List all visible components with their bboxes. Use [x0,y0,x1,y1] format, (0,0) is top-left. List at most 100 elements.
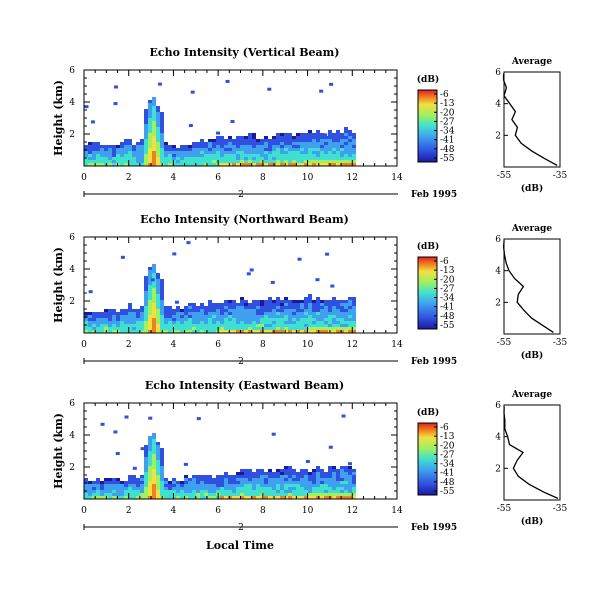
heatmap-cell [152,469,156,472]
heatmap-cell [348,157,352,160]
heatmap-cell [268,139,272,142]
heatmap-cell [260,487,264,490]
heatmap-cell [272,151,276,154]
heatmap-cell [332,303,336,306]
heatmap-cell [220,145,224,148]
heatmap-cell [148,163,152,166]
heatmap-cell [312,472,316,475]
heatmap-cell [276,154,280,157]
heatmap-cell [268,330,272,333]
heatmap-cell [176,330,180,333]
heatmap-cell [228,136,232,139]
heatmap-cell [284,163,288,166]
heatmap-cell [264,157,268,160]
heatmap-cell [276,481,280,484]
heatmap-cell [156,472,160,475]
heatmap-cell [164,315,168,318]
heatmap-speck [183,462,188,466]
heatmap-cell [292,148,296,151]
heatmap-cell [96,484,100,487]
heatmap-cell [288,309,292,312]
heatmap-cell [160,160,164,163]
heatmap-cell [308,493,312,496]
heatmap-cell [240,300,244,303]
heatmap-cell [164,481,168,484]
heatmap-cell [312,309,316,312]
heatmap-cell [280,493,284,496]
heatmap-cell [288,496,292,499]
heatmap-cell [288,466,292,469]
heatmap-cell [160,157,164,160]
heatmap-cell [124,148,128,151]
heatmap-cell [280,139,284,142]
heatmap-cell [260,303,264,306]
heatmap-cell [336,484,340,487]
heatmap-cell [268,487,272,490]
heatmap-cell [320,481,324,484]
heatmap-cell [256,487,260,490]
heatmap-cell [348,330,352,333]
heatmap-cell [216,145,220,148]
heatmap-cell [268,148,272,151]
heatmap-cell [104,478,108,481]
heatmap-cell [136,309,140,312]
heatmap-cell [228,321,232,324]
heatmap-cell [288,472,292,475]
heatmap-cell [244,321,248,324]
heatmap-cell [268,154,272,157]
heatmap-cell [264,318,268,321]
heatmap-cell [316,297,320,300]
heatmap-cell [308,151,312,154]
heatmap-cell [276,145,280,148]
heatmap-cell [148,139,152,142]
heatmap-cell [252,324,256,327]
heatmap-cell [156,151,160,154]
heatmap-cell [352,157,356,160]
heatmap-cell [328,321,332,324]
heatmap-cell [264,309,268,312]
heatmap-cell [240,145,244,148]
heatmap-cell [136,330,140,333]
heatmap-cell [92,145,96,148]
heatmap-cell [316,327,320,330]
heatmap-cell [328,306,332,309]
heatmap-cell [288,306,292,309]
heatmap-cell [300,136,304,139]
heatmap-cell [156,276,160,279]
heatmap-speck [329,82,334,86]
heatmap-cell [316,475,320,478]
heatmap-cell [148,106,152,109]
heatmap-cell [260,481,264,484]
heatmap-cell [208,151,212,154]
heatmap-cell [284,136,288,139]
heatmap-cell [96,481,100,484]
heatmap-speck [115,452,120,456]
heatmap-cell [244,163,248,166]
heatmap-cell [116,312,120,315]
heatmap-cell [184,330,188,333]
heatmap-cell [352,303,356,306]
heatmap-cell [224,481,228,484]
heatmap-cell [272,484,276,487]
heatmap-cell [296,142,300,145]
heatmap-cell [348,490,352,493]
heatmap-cell [240,493,244,496]
heatmap-cell [316,490,320,493]
heatmap-cell [128,490,132,493]
heatmap-cell [344,133,348,136]
heatmap-speck [249,268,254,272]
heatmap-cell [276,321,280,324]
heatmap-cell [212,306,216,309]
heatmap-cell [256,496,260,499]
heatmap-cell [224,312,228,315]
heatmap-cell [320,490,324,493]
heatmap-cell [320,318,324,321]
heatmap-cell [300,318,304,321]
heatmap-cell [336,318,340,321]
profile-x-tick-label: -55 [497,171,512,181]
heatmap-cell [172,312,176,315]
heatmap-cell [128,309,132,312]
heatmap-cell [256,321,260,324]
heatmap-cell [268,484,272,487]
heatmap-cell [128,145,132,148]
